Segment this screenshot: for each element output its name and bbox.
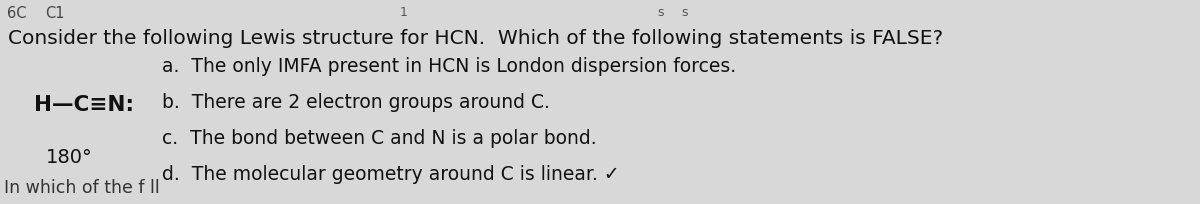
- Text: In which of the f ll: In which of the f ll: [4, 178, 160, 196]
- Text: H—C≡N:: H—C≡N:: [34, 95, 133, 115]
- Text: s: s: [682, 6, 688, 19]
- Text: s: s: [658, 6, 664, 19]
- Text: b.  There are 2 electron groups around C.: b. There are 2 electron groups around C.: [162, 93, 550, 112]
- Text: Consider the following Lewis structure for HCN.  Which of the following statemen: Consider the following Lewis structure f…: [8, 29, 943, 48]
- Text: 6C: 6C: [7, 6, 26, 21]
- Text: 180°: 180°: [46, 147, 92, 166]
- Text: 1: 1: [400, 6, 408, 19]
- Text: d.  The molecular geometry around C is linear. ✓: d. The molecular geometry around C is li…: [162, 164, 619, 183]
- Text: c.  The bond between C and N is a polar bond.: c. The bond between C and N is a polar b…: [162, 129, 596, 147]
- Text: C1: C1: [46, 6, 65, 21]
- Text: a.  The only IMFA present in HCN is London dispersion forces.: a. The only IMFA present in HCN is Londo…: [162, 57, 736, 76]
